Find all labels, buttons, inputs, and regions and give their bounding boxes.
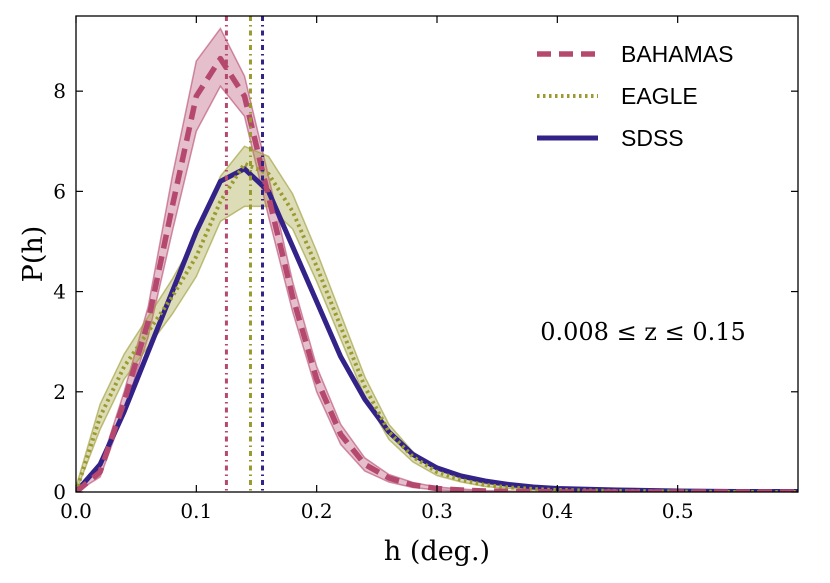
x-axis-label: h (deg.)	[384, 536, 490, 567]
x-tick-label: 0.5	[662, 499, 694, 523]
redshift-annotation: 0.008 ≤ z ≤ 0.15	[540, 318, 746, 346]
x-tick-label: 0.2	[301, 499, 333, 523]
x-tick-label: 0.0	[60, 499, 92, 523]
x-tick-label: 0.3	[421, 499, 453, 523]
axis-ticks: 0.0 0.1 0.2 0.3 0.4 0.5 0 2 4 6 8	[53, 16, 798, 523]
series-line-eagle	[76, 161, 798, 492]
y-tick-label: 2	[53, 380, 66, 404]
y-tick-label: 4	[53, 280, 66, 304]
legend-label-sdss: SDSS	[621, 125, 684, 151]
y-tick-label: 0	[53, 480, 66, 504]
band-eagle	[76, 145, 798, 492]
y-tick-label: 8	[53, 79, 66, 103]
x-tick-label: 0.1	[180, 499, 212, 523]
legend-label-bahamas: BAHAMAS	[621, 41, 733, 67]
legend-label-eagle: EAGLE	[621, 83, 698, 109]
y-tick-label: 6	[53, 179, 66, 203]
y-axis-label: P(h)	[18, 226, 49, 283]
x-tick-label: 0.4	[541, 499, 573, 523]
legend: BAHAMAS EAGLE SDSS	[537, 41, 733, 151]
